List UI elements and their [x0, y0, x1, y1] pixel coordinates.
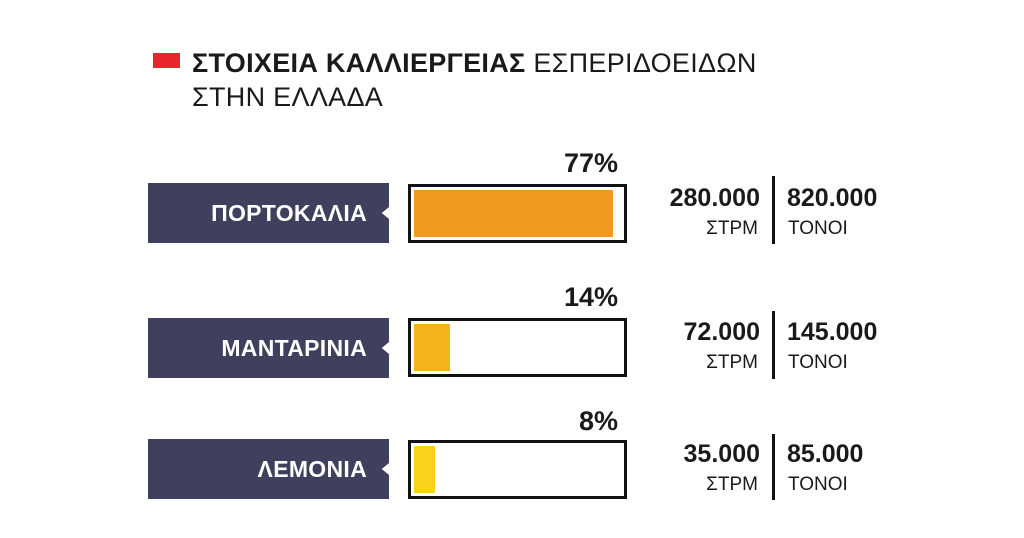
- bar-fill: [414, 324, 450, 371]
- percent-label: 8%: [578, 406, 618, 436]
- divider: [772, 434, 775, 500]
- title-regular: ΕΣΠΕΡΙΔΟΕΙΔΩΝ: [533, 48, 757, 78]
- category-label: ΜΑΝΤΑΡΙΝΙΑ: [221, 334, 367, 361]
- category-label-box: ΜΑΝΤΑΡΙΝΙΑ: [148, 318, 389, 378]
- area-value: 35.000: [683, 440, 760, 468]
- chart-title: ΣΤΟΙΧΕΙΑ ΚΑΛΛΙΕΡΓΕΙΑΣ ΕΣΠΕΡΙΔΟΕΙΔΩΝ: [192, 48, 757, 78]
- area-unit: ΣΤΡΜ: [706, 352, 758, 373]
- category-label-box: ΠΟΡΤΟΚΑΛΙΑ: [148, 183, 389, 243]
- row-mantarinia: 14% ΜΑΝΤΑΡΙΝΙΑ 72.000 ΣΤΡΜ 145.000 ΤΟΝΟΙ: [0, 0, 1024, 379]
- percent-label: 77%: [563, 148, 618, 178]
- production-unit: ΤΟΝΟΙ: [788, 352, 848, 373]
- divider: [772, 311, 775, 379]
- category-label: ΠΟΡΤΟΚΑΛΙΑ: [211, 199, 367, 226]
- percent-label: 14%: [563, 282, 618, 312]
- area-unit: ΣΤΡΜ: [706, 218, 758, 239]
- bar-fill: [414, 446, 435, 493]
- bar-fill: [414, 190, 613, 237]
- production-value: 85.000: [787, 440, 864, 468]
- title-bold: ΣΤΟΙΧΕΙΑ ΚΑΛΛΙΕΡΓΕΙΑΣ: [192, 48, 526, 78]
- production-value: 820.000: [787, 184, 878, 212]
- bar-track: [408, 184, 627, 243]
- row-lemonia: 8% ΛΕΜΟΝΙΑ 35.000 ΣΤΡΜ 85.000 ΤΟΝΟΙ: [0, 0, 1024, 500]
- row-portokalia: 77% ΠΟΡΤΟΚΑΛΙΑ 280.000 ΣΤΡΜ 820.000 ΤΟΝΟ…: [0, 0, 1024, 244]
- production-unit: ΤΟΝΟΙ: [788, 474, 848, 495]
- chart-title-line2: ΣΤΗΝ ΕΛΛΑΔΑ: [192, 82, 384, 112]
- bar-track: [408, 440, 627, 499]
- divider: [772, 176, 775, 244]
- category-label: ΛΕΜΟΝΙΑ: [257, 455, 367, 482]
- bar-track: [408, 318, 627, 377]
- title-marker: [153, 53, 180, 68]
- category-label-box: ΛΕΜΟΝΙΑ: [148, 439, 389, 499]
- area-value: 280.000: [669, 184, 760, 212]
- production-value: 145.000: [787, 318, 878, 346]
- area-unit: ΣΤΡΜ: [706, 474, 758, 495]
- production-unit: ΤΟΝΟΙ: [788, 218, 848, 239]
- area-value: 72.000: [683, 318, 760, 346]
